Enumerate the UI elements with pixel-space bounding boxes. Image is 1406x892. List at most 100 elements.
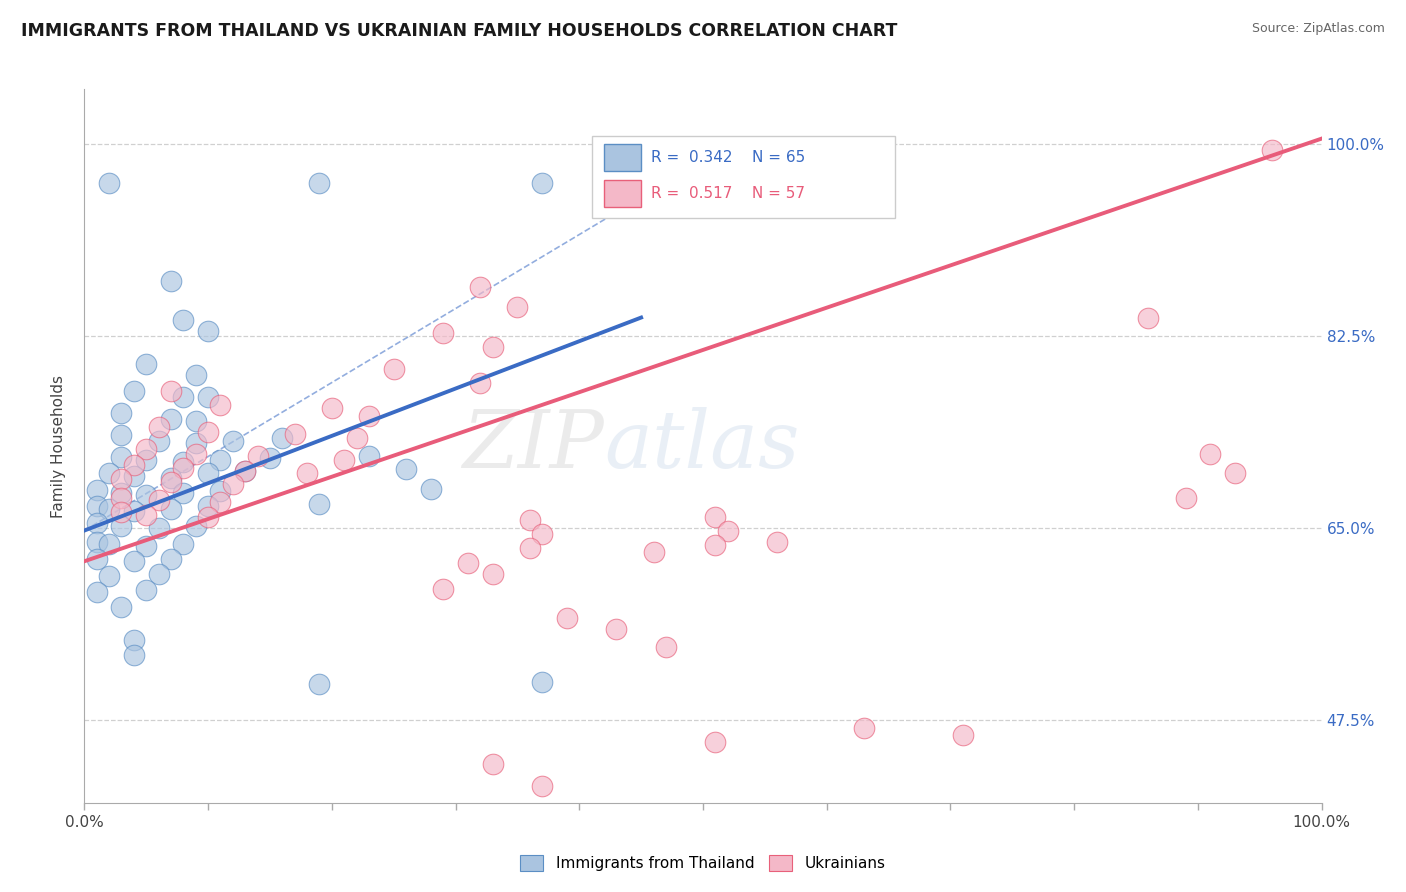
Point [852, 721, 875, 735]
Point [172, 461, 194, 475]
Point [148, 567, 170, 582]
Point [382, 362, 405, 376]
Point [160, 471, 183, 485]
Point [209, 453, 232, 467]
Point [197, 467, 219, 481]
Point [172, 537, 194, 551]
Point [357, 409, 380, 424]
Point [506, 300, 529, 314]
Point [110, 472, 132, 486]
Point [172, 312, 194, 326]
Point [197, 510, 219, 524]
Point [271, 431, 294, 445]
Point [86, 534, 108, 549]
Point [148, 492, 170, 507]
Legend: Immigrants from Thailand, Ukrainians: Immigrants from Thailand, Ukrainians [515, 849, 891, 877]
Point [98, 467, 121, 481]
Point [481, 340, 503, 354]
Point [655, 640, 678, 654]
Point [122, 633, 145, 648]
Point [135, 357, 157, 371]
Point [593, 176, 616, 190]
Point [209, 398, 232, 412]
Point [148, 420, 170, 434]
Point [122, 468, 145, 483]
Point [246, 449, 269, 463]
Point [531, 675, 554, 690]
Point [308, 497, 330, 511]
Point [110, 486, 132, 500]
Point [432, 582, 454, 596]
Point [209, 495, 232, 509]
Point [110, 406, 132, 420]
Point [395, 462, 418, 476]
Point [233, 464, 256, 478]
Point [766, 534, 789, 549]
FancyBboxPatch shape [592, 136, 894, 218]
Point [630, 176, 652, 190]
Point [172, 455, 194, 469]
Point [531, 526, 554, 541]
Point [432, 326, 454, 340]
Point [148, 521, 170, 535]
Point [135, 582, 157, 597]
Point [519, 512, 541, 526]
Point [110, 600, 132, 615]
Point [197, 324, 219, 338]
Point [481, 567, 503, 582]
Point [135, 442, 157, 457]
Point [110, 428, 132, 442]
FancyBboxPatch shape [605, 180, 641, 207]
Point [86, 483, 108, 497]
Point [1261, 143, 1284, 157]
Point [1223, 467, 1246, 481]
Point [160, 384, 183, 398]
Point [333, 453, 356, 467]
Point [160, 411, 183, 425]
Point [98, 568, 121, 582]
Point [321, 401, 343, 415]
Point [531, 780, 554, 794]
Point [110, 491, 132, 505]
Point [284, 426, 307, 441]
Point [531, 176, 554, 190]
Point [110, 519, 132, 533]
Point [184, 368, 207, 382]
Point [160, 475, 183, 490]
Point [197, 425, 219, 439]
Point [110, 505, 132, 519]
Point [86, 516, 108, 530]
Point [98, 176, 121, 190]
Point [98, 537, 121, 551]
Point [1174, 491, 1197, 505]
Point [197, 500, 219, 514]
Point [122, 384, 145, 398]
Point [160, 552, 183, 566]
Text: Source: ZipAtlas.com: Source: ZipAtlas.com [1251, 22, 1385, 36]
Text: R =  0.342    N = 65: R = 0.342 N = 65 [651, 150, 806, 165]
Point [172, 486, 194, 500]
Text: ZIP: ZIP [463, 408, 605, 484]
Point [605, 623, 627, 637]
Point [481, 757, 503, 772]
Point [308, 677, 330, 691]
Point [135, 488, 157, 502]
Point [704, 510, 727, 524]
Point [135, 508, 157, 523]
Point [209, 483, 232, 498]
Point [160, 501, 183, 516]
Point [357, 449, 380, 463]
Point [172, 390, 194, 404]
Point [1199, 447, 1222, 461]
Point [457, 557, 479, 571]
Point [717, 524, 740, 538]
Point [346, 431, 368, 445]
Point [704, 538, 727, 552]
Point [295, 467, 318, 481]
Point [470, 376, 492, 391]
Point [184, 414, 207, 428]
Point [184, 519, 207, 533]
Text: R =  0.517    N = 57: R = 0.517 N = 57 [651, 186, 806, 201]
Text: atlas: atlas [605, 408, 800, 484]
Y-axis label: Family Households: Family Households [51, 375, 66, 517]
